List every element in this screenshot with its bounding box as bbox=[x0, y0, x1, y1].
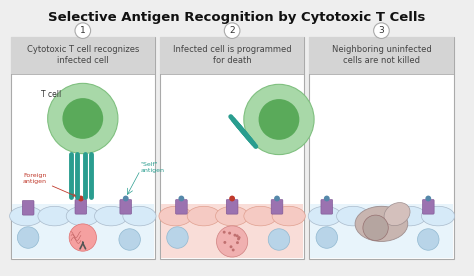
Text: Selective Antigen Recognition by Cytotoxic T Cells: Selective Antigen Recognition by Cytotox… bbox=[48, 11, 426, 24]
Text: Neighboring uninfected
cells are not killed: Neighboring uninfected cells are not kil… bbox=[331, 45, 431, 65]
Circle shape bbox=[123, 196, 128, 201]
Ellipse shape bbox=[393, 206, 426, 226]
Bar bbox=[309, 36, 454, 259]
Circle shape bbox=[418, 229, 439, 250]
Circle shape bbox=[316, 227, 337, 248]
Ellipse shape bbox=[355, 206, 408, 242]
Ellipse shape bbox=[308, 206, 341, 226]
Circle shape bbox=[223, 231, 226, 233]
Bar bbox=[161, 204, 303, 258]
Ellipse shape bbox=[244, 206, 277, 226]
Ellipse shape bbox=[216, 206, 249, 226]
Circle shape bbox=[229, 245, 232, 248]
Circle shape bbox=[274, 196, 280, 201]
FancyBboxPatch shape bbox=[75, 200, 87, 214]
Text: T cell: T cell bbox=[41, 90, 62, 99]
Circle shape bbox=[223, 241, 226, 244]
Ellipse shape bbox=[384, 203, 410, 226]
Ellipse shape bbox=[66, 206, 100, 226]
Ellipse shape bbox=[365, 206, 398, 226]
Ellipse shape bbox=[421, 206, 455, 226]
Circle shape bbox=[374, 23, 389, 38]
Text: 1: 1 bbox=[80, 26, 86, 35]
Text: 2: 2 bbox=[229, 26, 235, 35]
Ellipse shape bbox=[38, 206, 71, 226]
Ellipse shape bbox=[187, 206, 220, 226]
Bar bbox=[160, 36, 304, 74]
Circle shape bbox=[232, 248, 235, 251]
Ellipse shape bbox=[9, 206, 43, 226]
Circle shape bbox=[18, 227, 39, 248]
Circle shape bbox=[48, 83, 118, 154]
Circle shape bbox=[425, 196, 431, 201]
Bar bbox=[10, 36, 155, 74]
FancyBboxPatch shape bbox=[321, 200, 333, 214]
FancyBboxPatch shape bbox=[422, 200, 434, 214]
FancyBboxPatch shape bbox=[120, 200, 132, 214]
Circle shape bbox=[228, 232, 231, 235]
Circle shape bbox=[237, 236, 241, 239]
Text: "Self"
antigen: "Self" antigen bbox=[140, 162, 164, 173]
Circle shape bbox=[167, 227, 188, 248]
FancyBboxPatch shape bbox=[226, 200, 238, 214]
Text: Cytotoxic T cell recognizes
infected cell: Cytotoxic T cell recognizes infected cel… bbox=[27, 45, 139, 65]
Ellipse shape bbox=[123, 206, 156, 226]
Bar bbox=[10, 36, 155, 259]
Circle shape bbox=[217, 226, 248, 257]
Bar bbox=[309, 36, 454, 74]
Circle shape bbox=[69, 224, 97, 251]
Circle shape bbox=[237, 237, 240, 240]
Circle shape bbox=[224, 23, 240, 38]
Circle shape bbox=[75, 23, 91, 38]
Ellipse shape bbox=[337, 206, 370, 226]
Circle shape bbox=[119, 229, 140, 250]
Bar bbox=[310, 204, 453, 258]
Circle shape bbox=[178, 196, 184, 201]
Circle shape bbox=[363, 215, 388, 240]
Bar bbox=[160, 36, 304, 259]
Circle shape bbox=[259, 99, 300, 140]
Circle shape bbox=[268, 229, 290, 250]
Text: Infected cell is programmed
for death: Infected cell is programmed for death bbox=[173, 45, 292, 65]
Circle shape bbox=[244, 84, 314, 155]
FancyBboxPatch shape bbox=[22, 200, 34, 215]
FancyBboxPatch shape bbox=[271, 200, 283, 214]
Circle shape bbox=[324, 196, 330, 201]
Text: Foreign
antigen: Foreign antigen bbox=[23, 173, 75, 196]
Circle shape bbox=[236, 234, 239, 237]
Circle shape bbox=[236, 241, 239, 244]
Ellipse shape bbox=[159, 206, 192, 226]
Circle shape bbox=[229, 196, 235, 201]
Circle shape bbox=[78, 196, 84, 201]
Text: 3: 3 bbox=[379, 26, 384, 35]
FancyBboxPatch shape bbox=[175, 200, 187, 214]
Circle shape bbox=[63, 98, 103, 139]
Ellipse shape bbox=[272, 206, 305, 226]
Ellipse shape bbox=[94, 206, 128, 226]
Bar bbox=[11, 204, 154, 258]
Circle shape bbox=[234, 234, 237, 237]
